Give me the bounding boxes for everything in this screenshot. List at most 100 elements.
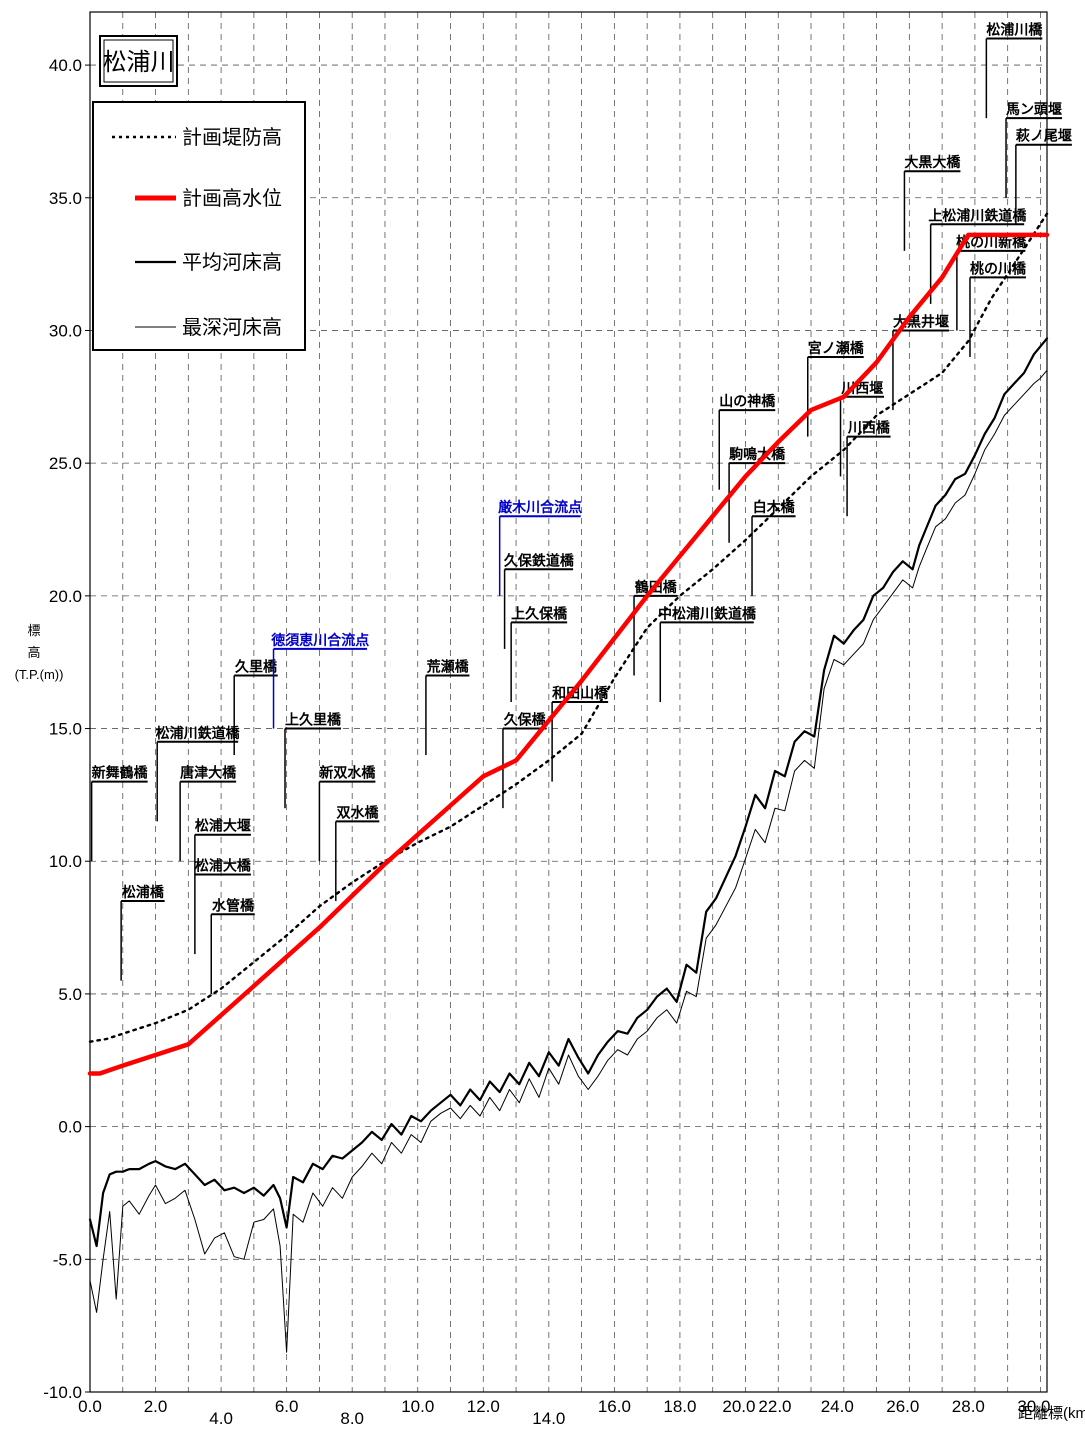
legend-label-avg-bed: 平均河床高 bbox=[182, 251, 282, 274]
y-tick-label: 35.0 bbox=[49, 189, 82, 208]
bridge-annotation: 上久保橋 bbox=[510, 605, 568, 702]
bridge-label: 上久里橋 bbox=[285, 712, 342, 728]
x-tick-label: 10.0 bbox=[401, 1397, 434, 1416]
bridge-label: 厳木川合流点 bbox=[498, 499, 582, 515]
x-tick-label: 20.0 bbox=[722, 1397, 755, 1416]
bridge-annotation: 徳須恵川合流点 bbox=[270, 632, 369, 729]
bridge-annotation: 松浦橋 bbox=[120, 884, 165, 981]
x-tick-label: 26.0 bbox=[886, 1397, 919, 1416]
bridge-label: 桃の川新橋 bbox=[956, 234, 1027, 250]
bridge-label: 松浦川鉄道橋 bbox=[156, 725, 241, 741]
x-tick-label: 0.0 bbox=[78, 1397, 102, 1416]
series-line-thick bbox=[87, 232, 1050, 1076]
bridge-label: 上松浦川鉄道橋 bbox=[928, 207, 1027, 223]
bridge-label: 和田山橋 bbox=[552, 685, 609, 701]
bridge-label: 萩ノ尾堰 bbox=[1015, 128, 1072, 144]
y-tick-label: -10.0 bbox=[43, 1383, 82, 1402]
bridge-label: 宮ノ瀬橋 bbox=[808, 340, 865, 356]
bridge-annotation: 上久里橋 bbox=[284, 712, 342, 809]
y-tick-label: 20.0 bbox=[49, 587, 82, 606]
x-tick-label: 30.0 bbox=[1017, 1397, 1050, 1416]
bridge-label: 桃の川橋 bbox=[970, 260, 1027, 276]
bridge-annotation: 上松浦川鉄道橋 bbox=[928, 207, 1027, 304]
bridge-annotation: 桃の川橋 bbox=[969, 260, 1027, 357]
y-axis-ticks: -10.0 -5.0 0.0 5.0 10.0 15.0 20.0 25.0 30.0 35.0 4… bbox=[43, 56, 90, 1402]
bridge-annotation: 久里橋 bbox=[233, 658, 278, 756]
series-line-thin bbox=[89, 369, 1048, 1353]
bridge-annotation: 白木橋 bbox=[751, 499, 796, 596]
bridge-annotation: 唐津大橋 bbox=[179, 765, 237, 862]
chart-title-box: 松浦川 bbox=[99, 35, 178, 87]
series-line-dotted bbox=[88, 212, 1049, 1043]
bridge-annotation: 新舞鶴橋 bbox=[90, 765, 149, 862]
y-tick-label: 15.0 bbox=[49, 720, 82, 739]
bridge-annotation: 松浦大堰 bbox=[194, 818, 251, 875]
bridge-label: 川西橋 bbox=[847, 420, 891, 436]
bridge-label: 山の神橋 bbox=[719, 393, 776, 409]
bridge-annotation: 荒瀬橋 bbox=[425, 658, 470, 756]
x-tick-label: 12.0 bbox=[467, 1397, 500, 1416]
series-lines bbox=[87, 212, 1050, 1353]
y-axis-label-3: (T.P.(m)) bbox=[15, 667, 64, 682]
bridge-label: 松浦大橋 bbox=[195, 858, 252, 874]
bridge-annotation: 厳木川合流点 bbox=[498, 499, 582, 596]
x-tick-label: 22.0 bbox=[758, 1397, 791, 1416]
y-tick-label: 5.0 bbox=[58, 985, 82, 1004]
y-tick-label: 30.0 bbox=[49, 321, 82, 340]
y-tick-label: 0.0 bbox=[58, 1118, 82, 1137]
bridge-label: 松浦橋 bbox=[122, 884, 165, 900]
bridge-annotation: 松浦大橋 bbox=[194, 858, 252, 955]
x-tick-label: 24.0 bbox=[821, 1397, 854, 1416]
y-axis-label-1: 標 bbox=[27, 623, 40, 638]
bridge-label: 上久保橋 bbox=[511, 605, 568, 621]
bridge-label: 馬ン頭堰 bbox=[1006, 101, 1062, 117]
bridge-annotation: 山の神橋 bbox=[718, 393, 776, 490]
bridge-label: 荒瀬橋 bbox=[426, 658, 470, 674]
bridge-label: 松浦川橋 bbox=[986, 22, 1043, 38]
bridge-annotation: 双水橋 bbox=[335, 804, 380, 902]
bridge-annotation: 宮ノ瀬橋 bbox=[807, 340, 865, 437]
bridge-label: 唐津大橋 bbox=[180, 765, 237, 781]
bridge-label: 中松浦川鉄道橋 bbox=[658, 605, 757, 621]
bridge-annotation: 久保鉄道橋 bbox=[503, 552, 575, 649]
bridge-annotation: 新双水橋 bbox=[318, 765, 376, 862]
legend-label-hwl: 計画高水位 bbox=[182, 187, 282, 210]
bridge-annotation: 大黒大橋 bbox=[903, 154, 961, 251]
bridge-annotation: 水管橋 bbox=[210, 897, 255, 994]
x-tick-label: 2.0 bbox=[144, 1397, 168, 1416]
grid-lines bbox=[90, 12, 1047, 1392]
y-tick-label: 25.0 bbox=[49, 454, 82, 473]
bridge-annotation: 桃の川新橋 bbox=[956, 234, 1027, 331]
bridge-label: 徳須恵川合流点 bbox=[270, 632, 369, 648]
x-tick-label: 28.0 bbox=[952, 1397, 985, 1416]
bridge-label: 駒鳴大橋 bbox=[729, 446, 786, 462]
x-tick-label: 6.0 bbox=[275, 1397, 299, 1416]
bridge-label: 双水橋 bbox=[337, 804, 380, 820]
bridge-label: 新双水橋 bbox=[319, 765, 376, 781]
bridge-label: 大黒大橋 bbox=[904, 154, 961, 170]
bridge-label: 新舞鶴橋 bbox=[92, 765, 149, 781]
x-axis-label: 距離標(km) bbox=[1018, 1404, 1085, 1422]
bridge-annotation: 中松浦川鉄道橋 bbox=[658, 605, 757, 702]
y-tick-label: -5.0 bbox=[53, 1250, 82, 1269]
bridge-label: 松浦大堰 bbox=[195, 818, 251, 834]
x-tick-label: 16.0 bbox=[598, 1397, 631, 1416]
x-tick-label: 18.0 bbox=[663, 1397, 696, 1416]
bridge-annotation: 川西橋 bbox=[846, 420, 891, 517]
x-axis-ticks: 0.0 2.04.06.08.010.0 12.014.016.0 18.0 20.0 2… bbox=[78, 1397, 1050, 1428]
bridge-annotation: 松浦川橋 bbox=[985, 22, 1043, 119]
chart-title: 松浦川 bbox=[103, 49, 175, 76]
legend: 計画堤防高 計画高水位 平均河床高 最深河床高 bbox=[92, 101, 306, 351]
y-tick-label: 10.0 bbox=[49, 852, 82, 871]
bridge-label: 久里橋 bbox=[234, 658, 278, 674]
y-tick-label: 40.0 bbox=[49, 56, 82, 75]
y-axis-label-2: 高 bbox=[27, 645, 40, 660]
bridge-label: 水管橋 bbox=[212, 897, 255, 913]
bridge-label: 久保鉄道橋 bbox=[503, 552, 575, 568]
legend-label-deep-bed: 最深河床高 bbox=[182, 316, 282, 339]
bridge-annotation: 馬ン頭堰 bbox=[1005, 101, 1063, 198]
bridge-annotation: 萩ノ尾堰 bbox=[1015, 128, 1072, 225]
bridge-label: 白木橋 bbox=[753, 499, 796, 515]
series-line-medium bbox=[88, 337, 1049, 1248]
